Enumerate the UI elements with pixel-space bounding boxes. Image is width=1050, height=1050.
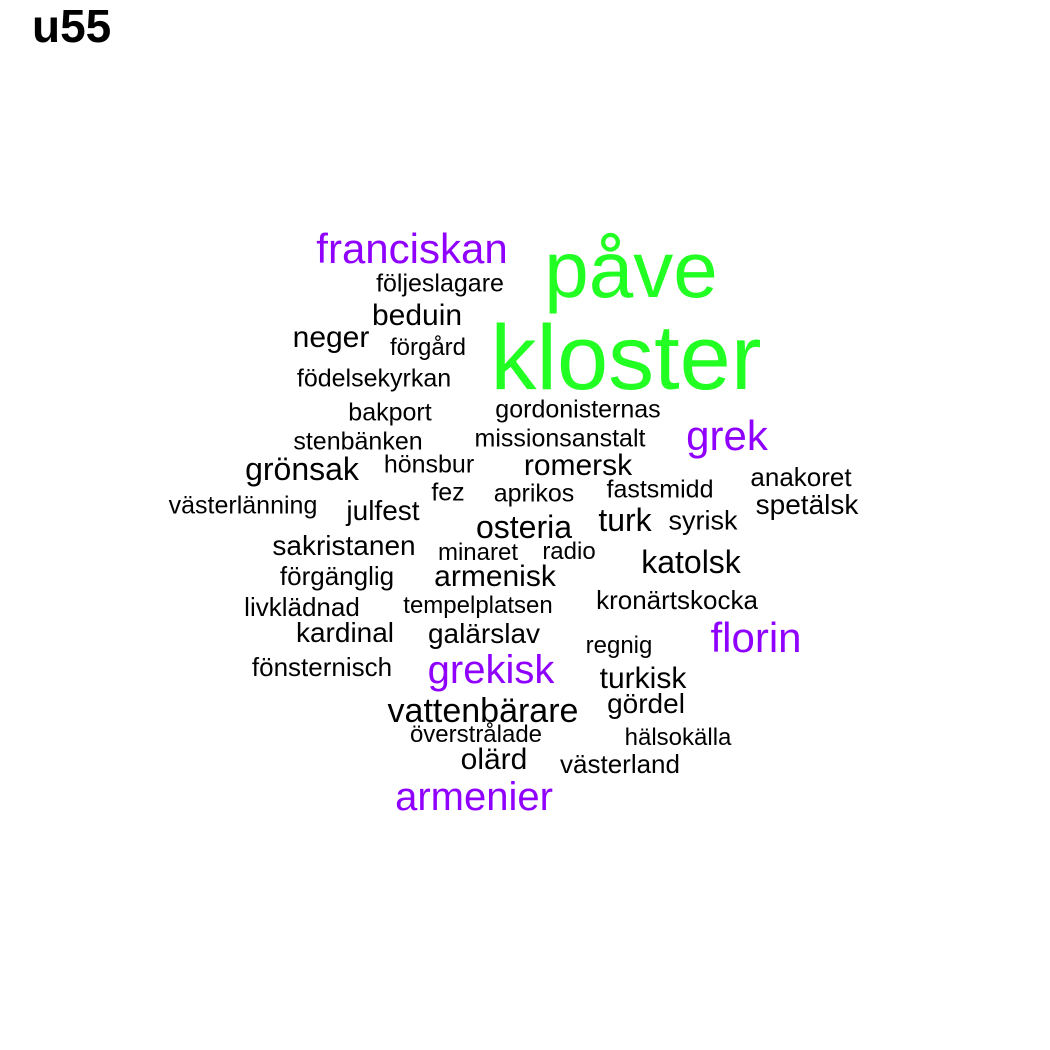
word-vasterlanning: västerlänning	[168, 491, 318, 520]
word-franciskan: franciskan	[316, 225, 508, 272]
word-pave: påve	[544, 225, 718, 314]
word-sakristanen: sakristanen	[272, 530, 416, 561]
word-galarslav: galärslav	[427, 618, 541, 649]
word-fastsmidd: fastsmidd	[606, 475, 714, 504]
word-romersk: romersk	[523, 449, 633, 482]
word-florin: florin	[710, 614, 802, 661]
word-fonsternisch: fönsternisch	[251, 652, 393, 682]
word-turkisk: turkisk	[599, 662, 687, 695]
word-kloster: kloster	[490, 307, 762, 409]
word-syrisk: syrisk	[668, 505, 738, 536]
word-halsokalla: hälsokälla	[624, 724, 732, 751]
word-forgard: förgård	[389, 334, 467, 361]
word-minaret: minaret	[437, 539, 519, 566]
word-honsbur: hönsbur	[383, 450, 475, 479]
page-title: u55	[32, 0, 112, 52]
word-olard: olärd	[460, 743, 528, 776]
word-stenbanken: stenbänken	[293, 427, 423, 456]
word-armenier: armenier	[395, 775, 553, 819]
word-grekisk: grekisk	[427, 648, 555, 692]
word-overstralade: överstrålade	[409, 721, 543, 748]
word-fodelsekyrkan: födelsekyrkan	[296, 364, 452, 393]
word-turk: turk	[598, 502, 652, 538]
word-kronartskocka: kronärtskocka	[596, 585, 758, 615]
word-missionsanstalt: missionsanstalt	[474, 424, 646, 453]
word-gordel: gördel	[607, 688, 685, 719]
word-vattenbarare: vattenbärare	[387, 692, 579, 730]
word-fez: fez	[431, 478, 465, 507]
word-gronsak: grönsak	[245, 451, 359, 487]
word-forganglig: förgänglig	[279, 561, 395, 591]
word-katolsk: katolsk	[641, 544, 741, 580]
word-vasterland: västerland	[560, 749, 680, 779]
word-regnig: regnig	[585, 632, 653, 659]
word-osteria: osteria	[475, 509, 573, 545]
word-gordonisternas: gordonisternas	[495, 395, 661, 424]
word-aprikos: aprikos	[493, 479, 575, 508]
word-anakoret: anakoret	[750, 462, 852, 492]
word-livkladnad: livklädnad	[244, 592, 360, 622]
word-armenisk: armenisk	[434, 560, 556, 593]
word-radio: radio	[542, 538, 596, 565]
word-julfest: julfest	[346, 495, 420, 526]
word-spetalsk: spetälsk	[755, 489, 859, 520]
word-foljeslagare: följeslagare	[376, 269, 504, 298]
word-kardinal: kardinal	[295, 617, 395, 648]
word-bakport: bakport	[348, 398, 432, 427]
word-grek: grek	[686, 412, 768, 459]
word-neger: neger	[292, 321, 370, 354]
word-beduin: beduin	[371, 299, 463, 332]
word-tempelplatsen: tempelplatsen	[403, 592, 553, 619]
